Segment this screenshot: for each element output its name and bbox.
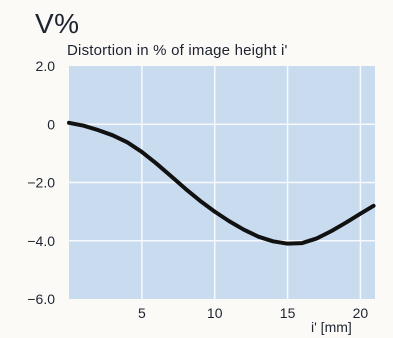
x-tick-label-20: 20 xyxy=(353,305,369,321)
x-axis-label: i' [mm] xyxy=(311,319,352,335)
y-tick-label--4.0: −4.0 xyxy=(27,233,55,249)
y-tick-label-0: 0 xyxy=(47,116,55,132)
y-tick-label-2.0: 2.0 xyxy=(36,58,56,74)
y-tick-label--2.0: −2.0 xyxy=(27,175,55,191)
x-tick-label-10: 10 xyxy=(207,305,223,321)
grid-layer xyxy=(69,66,375,299)
tick-layer: 5 10 15 20 2.0 0 −2.0 −4.0 −6.0 xyxy=(27,58,368,321)
chart-title: Distortion in % of image height i' xyxy=(67,42,288,59)
x-tick-label-5: 5 xyxy=(138,305,146,321)
y-tick-label--6.0: −6.0 xyxy=(27,291,55,307)
distortion-curve xyxy=(67,120,376,246)
line-layer xyxy=(67,120,376,246)
y-axis-label: V% xyxy=(35,8,80,39)
label-layer: i' [mm] xyxy=(311,319,352,335)
x-tick-label-15: 15 xyxy=(280,305,296,321)
